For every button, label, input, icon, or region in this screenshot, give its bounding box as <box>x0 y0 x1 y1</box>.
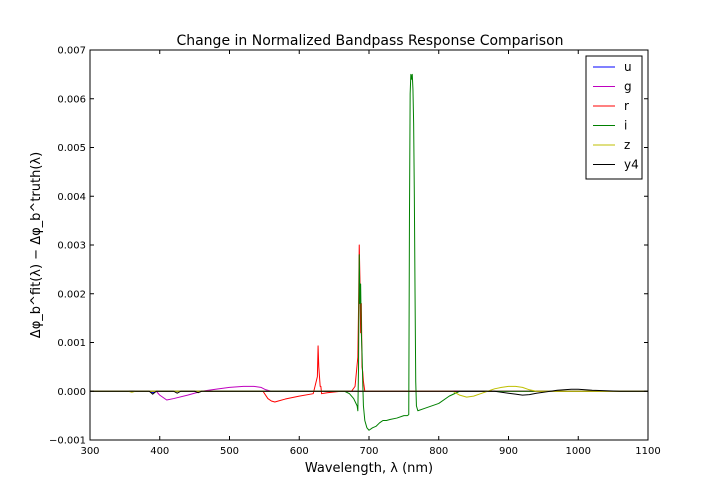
y-tick-label: 0.005 <box>57 143 86 154</box>
y-tick-label: 0.002 <box>57 289 86 300</box>
legend-box <box>585 55 643 180</box>
y-tick-label: 0.001 <box>57 338 86 349</box>
series-line-y4 <box>90 388 648 396</box>
y-axis-title-text: Δφ_b^fit(λ) − Δφ_b^truth(λ) <box>29 152 44 338</box>
x-tick-label: 600 <box>290 446 309 457</box>
y-tick-label: −0.001 <box>49 436 86 447</box>
x-tick-label: 1100 <box>635 446 660 457</box>
legend-label-y4: y4 <box>624 158 639 172</box>
x-tick-label: 800 <box>429 446 448 457</box>
y-axis-title: Δφ_b^fit(λ) − Δφ_b^truth(λ) <box>29 152 44 338</box>
chart-title: Change in Normalized Bandpass Response C… <box>176 33 563 49</box>
x-axis-title: Wavelength, λ (nm) <box>305 461 433 476</box>
x-tick-label: 1000 <box>566 446 591 457</box>
legend-label-r: r <box>624 99 629 113</box>
y-tick-label: 0.004 <box>57 192 86 203</box>
y-tick-label: 0.007 <box>57 46 86 57</box>
series-line-i <box>90 73 648 431</box>
y-tick-label: 0.006 <box>57 94 86 105</box>
legend-label-g: g <box>624 80 632 94</box>
y-tick-label: 0.000 <box>57 387 86 398</box>
legend-label-i: i <box>624 119 627 133</box>
plot-background <box>90 50 648 440</box>
ticks-layer: 300 400 500 600 700 800 900 1000 1100 −0.001 0.000… <box>49 46 661 458</box>
x-tick-label: 300 <box>80 446 99 457</box>
series-layer <box>90 73 648 431</box>
series-line-g <box>90 385 648 401</box>
x-tick-label: 500 <box>220 446 239 457</box>
plot-area: 300 400 500 600 700 800 900 1000 1100 −0.001 0.000… <box>49 46 661 458</box>
legend-label-z: z <box>624 138 630 152</box>
x-tick-label: 400 <box>150 446 169 457</box>
x-tick-label: 700 <box>359 446 378 457</box>
y-tick-label: 0.003 <box>57 241 86 252</box>
x-tick-label: 900 <box>499 446 518 457</box>
legend-label-u: u <box>624 60 632 74</box>
